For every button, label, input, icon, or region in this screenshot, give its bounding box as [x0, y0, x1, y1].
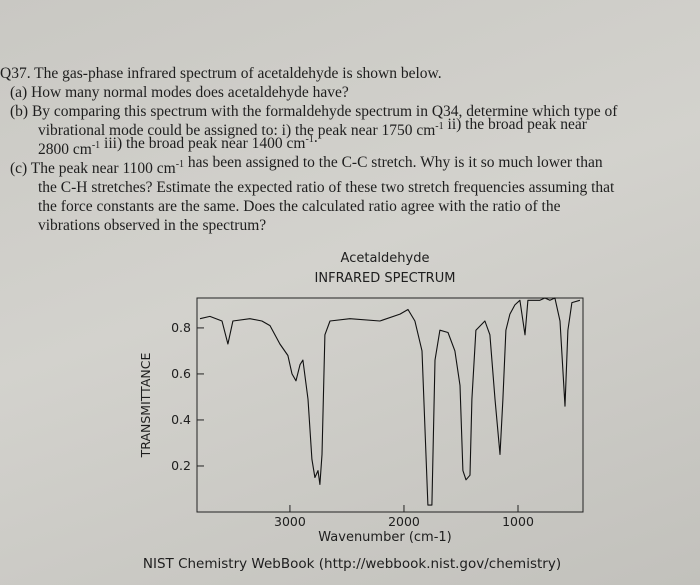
question-line: the force constants are the same. Does t…: [38, 198, 561, 215]
superscript: -1: [176, 159, 184, 170]
question-line: 2800 cm-1 iii) the broad peak near 1400 …: [38, 129, 318, 158]
x-axis-label: Wavenumber (cm-1): [318, 530, 451, 545]
question-line: (a) How many normal modes does acetaldeh…: [10, 84, 349, 101]
spectrum-line: [199, 297, 581, 506]
question-line: the C-H stretches? Estimate the expected…: [38, 179, 615, 196]
text-run: has been assigned to the C-C stretch. Wh…: [184, 154, 603, 171]
x-tick-label: 3000: [274, 514, 306, 529]
superscript: -1: [92, 140, 100, 151]
question-line: vibrations observed in the spectrum?: [38, 217, 266, 234]
plot-frame: [196, 297, 584, 513]
question-line: vibrational mode could be assigned to: i…: [38, 116, 588, 139]
source-note: NIST Chemistry WebBook (http://webbook.n…: [143, 556, 561, 572]
y-tick-label: 0.8: [171, 320, 191, 335]
chart-title: Acetaldehyde: [341, 251, 430, 266]
question-line: (b) By comparing this spectrum with the …: [10, 103, 618, 120]
text-run: the C-H stretches? Estimate the expected…: [38, 179, 615, 196]
text-run: vibrations observed in the spectrum?: [38, 217, 266, 234]
y-tick-label: 0.4: [171, 412, 191, 427]
x-tick-label: 2000: [388, 514, 420, 529]
superscript: -1: [435, 121, 443, 132]
chart-subtitle: INFRARED SPECTRUM: [315, 271, 456, 286]
text-run: vibrational mode could be assigned to: i…: [38, 122, 435, 139]
x-tick-label: 1000: [502, 514, 534, 529]
text-run: (b) By comparing this spectrum with the …: [10, 103, 618, 120]
text-run: ii) the broad peak near: [444, 116, 588, 133]
text-run: (a) How many normal modes does acetaldeh…: [10, 84, 349, 101]
text-run: 2800 cm: [38, 141, 92, 158]
question-line: (c) The peak near 1100 cm-1 has been ass…: [10, 154, 603, 177]
question-line: Q37. The gas-phase infrared spectrum of …: [0, 65, 442, 82]
text-run: iii) the broad peak near 1400 cm: [100, 135, 305, 152]
text-run: (c) The peak near 1100 cm: [10, 160, 176, 177]
text-run: Q37. The gas-phase infrared spectrum of …: [0, 65, 442, 82]
superscript: -1: [305, 134, 313, 145]
text-run: the force constants are the same. Does t…: [38, 198, 561, 215]
y-axis-label: TRANSMITTANCE: [138, 353, 153, 459]
text-run: .: [314, 129, 318, 146]
y-tick-label: 0.6: [171, 366, 191, 381]
y-tick-label: 0.2: [171, 458, 191, 473]
